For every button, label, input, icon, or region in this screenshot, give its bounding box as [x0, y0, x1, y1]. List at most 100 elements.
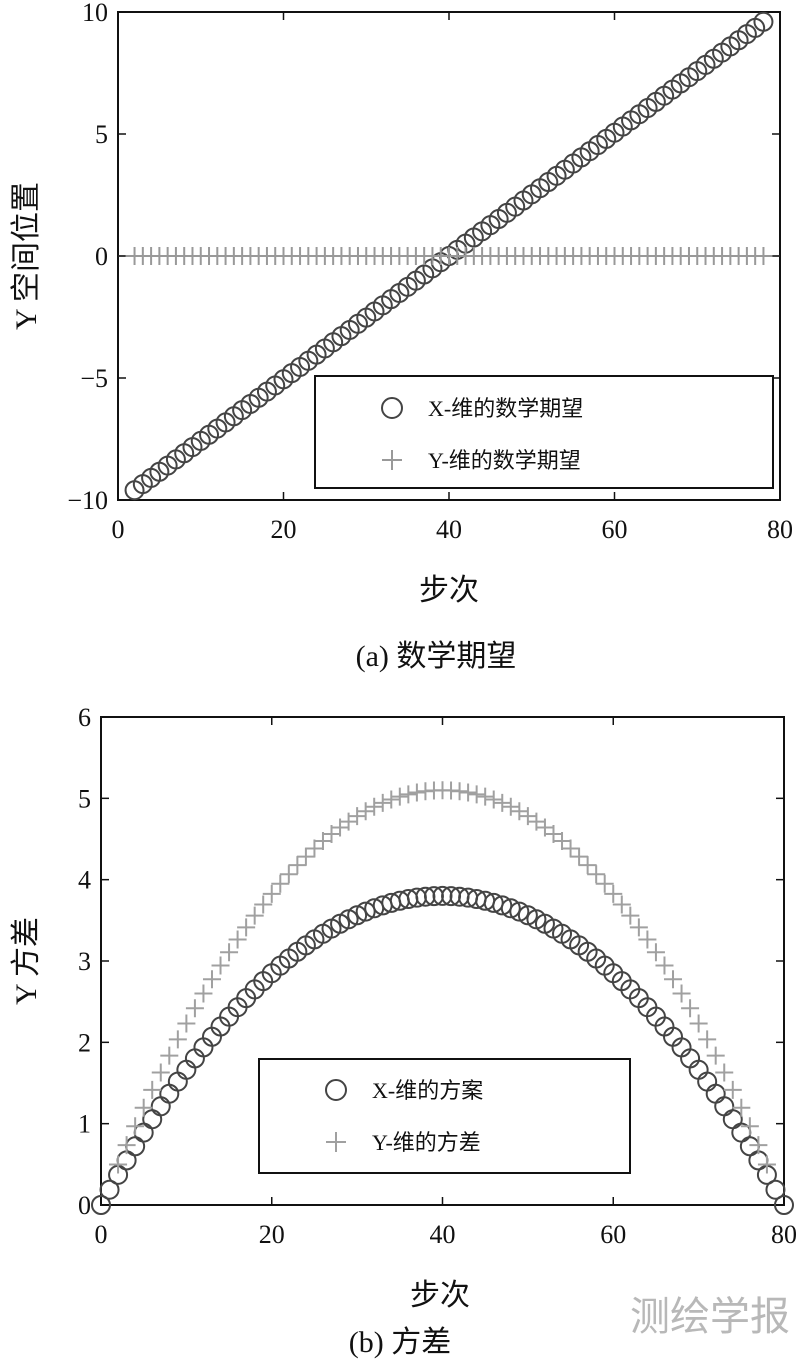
data-point-plus	[356, 802, 375, 821]
chart-expectation: 10 5 0 −5 −10 0 20 40 60 80 Y 空间位置 步次 (a) 数学期望 X…	[10, 0, 793, 673]
data-point-plus	[484, 790, 503, 809]
legend-box	[258, 1058, 631, 1174]
data-point-circle	[159, 1083, 180, 1104]
legend: X-维的方案 Y-维的方差	[258, 1058, 631, 1174]
data-point-plus	[254, 895, 273, 914]
x-tick-label: 60	[602, 515, 628, 544]
y-tick-label: 0	[78, 1191, 91, 1220]
y-axis-label: Y 方差	[10, 917, 43, 1005]
data-point-plus	[365, 797, 384, 816]
data-point-circle	[714, 1096, 735, 1117]
data-point-plus	[621, 906, 640, 925]
chart-variance: 6 5 4 3 2 1 0 0 20 40 60 80 Y 方差 步次 (b) 方差 X-维的方案 …	[10, 703, 797, 1359]
data-point-plus	[288, 856, 307, 875]
data-point-plus	[245, 906, 264, 925]
y-tick-label: −10	[67, 486, 108, 515]
data-point-circle	[774, 1195, 794, 1215]
data-point-circle	[167, 1071, 188, 1092]
data-point-circle	[705, 1083, 726, 1104]
data-point-plus	[595, 874, 614, 893]
x-axis-label: 步次	[410, 1279, 470, 1312]
legend-markers	[325, 1079, 347, 1152]
data-point-circle	[150, 1096, 171, 1117]
x-tick-label: 20	[271, 515, 297, 544]
data-point-plus	[271, 874, 290, 893]
data-point-plus	[754, 247, 773, 265]
data-point-plus	[612, 895, 631, 914]
data-point-plus	[723, 1080, 742, 1099]
x-tick-label: 40	[436, 515, 462, 544]
data-point-plus	[237, 918, 256, 937]
data-point-plus	[109, 1155, 128, 1174]
data-point-plus	[177, 1014, 196, 1033]
data-point-plus	[228, 930, 247, 949]
data-point-plus	[561, 839, 580, 858]
y-tick-label: 6	[78, 703, 91, 732]
data-point-plus	[399, 785, 418, 804]
data-point-plus	[373, 793, 392, 812]
data-point-plus	[715, 1063, 734, 1082]
data-point-plus	[646, 943, 665, 962]
data-point-plus	[194, 984, 213, 1003]
data-point-plus	[202, 970, 221, 989]
data-point-plus	[749, 1136, 768, 1155]
x-tick-label: 0	[95, 1220, 108, 1249]
x-tick-label: 20	[259, 1220, 285, 1249]
data-point-plus	[185, 999, 204, 1018]
data-point-plus	[655, 956, 674, 975]
data-point-plus	[757, 1155, 776, 1174]
watermark-text: 测绘学报	[630, 1294, 790, 1340]
x-tick-label: 60	[600, 1220, 626, 1249]
data-point-plus	[570, 847, 589, 866]
data-point-plus	[407, 783, 426, 802]
series-marks	[124, 11, 774, 501]
data-point-circle	[142, 1109, 163, 1130]
data-point-plus	[143, 1080, 162, 1099]
data-point-plus	[326, 1132, 346, 1152]
x-axis-ticks: 0 20 40 60 80	[95, 717, 797, 1249]
series-group	[91, 885, 794, 1215]
y-tick-label: 4	[78, 866, 91, 895]
data-point-plus	[126, 1117, 145, 1136]
data-point-circle	[325, 1079, 347, 1101]
chart-caption: (a) 数学期望	[356, 640, 517, 673]
data-point-plus	[638, 930, 657, 949]
data-point-circle	[91, 1195, 111, 1215]
y-tick-label: 5	[78, 784, 91, 813]
data-point-plus	[467, 785, 486, 804]
x-axis-label: 步次	[419, 574, 479, 607]
y-tick-label: 5	[95, 120, 108, 149]
data-point-circle	[381, 397, 403, 419]
data-point-plus	[578, 856, 597, 875]
data-point-plus	[160, 1046, 179, 1065]
data-point-plus	[134, 1098, 153, 1117]
data-point-plus	[262, 884, 281, 903]
data-point-plus	[587, 865, 606, 884]
data-point-plus	[279, 865, 298, 884]
data-point-plus	[450, 782, 469, 801]
series-group	[125, 247, 773, 265]
data-point-plus	[459, 783, 478, 802]
data-point-plus	[348, 807, 367, 826]
y-tick-label: 1	[78, 1110, 91, 1139]
series-group	[109, 781, 776, 1174]
y-axis-label: Y 空间位置	[10, 182, 43, 330]
y-tick-label: 2	[78, 1028, 91, 1057]
data-point-plus	[117, 1136, 136, 1155]
data-point-circle	[509, 901, 530, 922]
data-point-plus	[168, 1030, 187, 1049]
data-point-plus	[706, 1046, 725, 1065]
data-point-plus	[501, 797, 520, 816]
data-point-circle	[492, 895, 513, 916]
x-tick-label: 40	[430, 1220, 456, 1249]
legend-entry-label: Y-维的方差	[372, 1130, 481, 1155]
y-tick-label: 3	[78, 947, 91, 976]
y-axis-ticks: 6 5 4 3 2 1 0	[78, 703, 784, 1220]
x-axis-ticks: 0 20 40 60 80	[112, 12, 793, 544]
legend-entry-label: X-维的方案	[372, 1078, 483, 1103]
data-point-circle	[697, 1071, 718, 1092]
y-axis-ticks: 10 5 0 −5 −10	[67, 0, 780, 515]
data-point-plus	[672, 984, 691, 1003]
data-point-plus	[604, 884, 623, 903]
